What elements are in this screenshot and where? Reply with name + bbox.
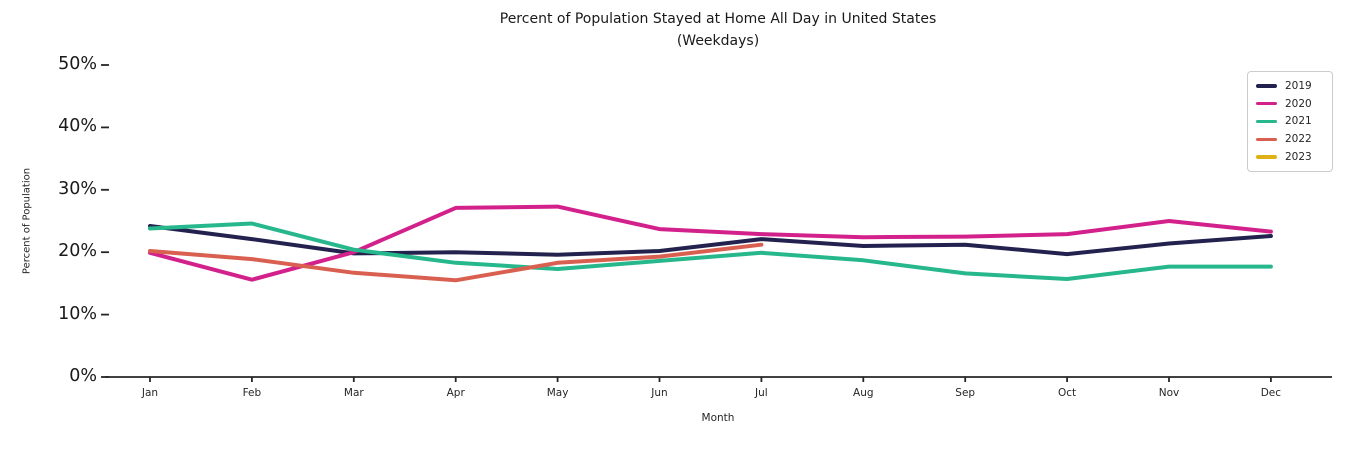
legend-label-2021: 2021 <box>1285 115 1312 128</box>
x-tick-label-aug: Aug <box>853 387 874 399</box>
legend-label-2022: 2022 <box>1285 133 1312 146</box>
legend-swatch-2019 <box>1256 84 1277 88</box>
legend-label-2023: 2023 <box>1285 151 1312 164</box>
series-line-2022 <box>148 242 764 283</box>
x-tick-label-jun: Jun <box>651 387 668 399</box>
legend-swatch-2023 <box>1256 155 1277 159</box>
chart-title: Percent of Population Stayed at Home All… <box>499 11 937 27</box>
chart-title-block: Percent of Population Stayed at Home All… <box>110 9 1326 52</box>
x-tick-label-may: May <box>546 387 569 399</box>
x-tick-label-nov: Nov <box>1158 387 1180 399</box>
x-tick-label-mar: Mar <box>343 387 364 399</box>
x-tick-label-sep: Sep <box>955 387 976 399</box>
legend-label-2020: 2020 <box>1285 97 1312 110</box>
legend-label-2019: 2019 <box>1285 79 1312 92</box>
legend-item-2023: 2023 <box>1256 148 1322 166</box>
legend-swatch-2020 <box>1256 101 1277 106</box>
legend-item-2021: 2021 <box>1256 113 1322 131</box>
x-tick-label-jul: Jul <box>755 387 768 399</box>
x-tick-label-jan: Jan <box>141 387 159 399</box>
y-tick-label: 20% <box>58 241 97 262</box>
x-tick-label-apr: Apr <box>446 387 465 399</box>
legend-item-2019: 2019 <box>1256 77 1322 95</box>
x-tick-label-oct: Oct <box>1058 387 1077 399</box>
y-tick-label: 10% <box>58 303 97 324</box>
legend-swatch-2022 <box>1256 137 1277 142</box>
series-line-2019 <box>148 224 1273 257</box>
series-line-2021 <box>148 221 1273 281</box>
y-tick-label: 30% <box>58 178 97 199</box>
x-tick-label-dec: Dec <box>1260 387 1282 399</box>
legend: 2019 2020 2021 2022 2023 <box>1247 71 1333 172</box>
legend-item-2022: 2022 <box>1256 130 1322 148</box>
x-tick-label-feb: Feb <box>242 387 262 399</box>
y-tick-label: 0% <box>69 366 97 386</box>
legend-item-2020: 2020 <box>1256 95 1322 113</box>
chart-subtitle: (Weekdays) <box>676 32 760 49</box>
y-tick-label: 50% <box>58 54 97 74</box>
y-tick-label: 40% <box>58 116 97 137</box>
series-line-2020 <box>148 204 1273 282</box>
x-axis-label: Month <box>701 412 735 424</box>
legend-swatch-2021 <box>1256 119 1277 124</box>
